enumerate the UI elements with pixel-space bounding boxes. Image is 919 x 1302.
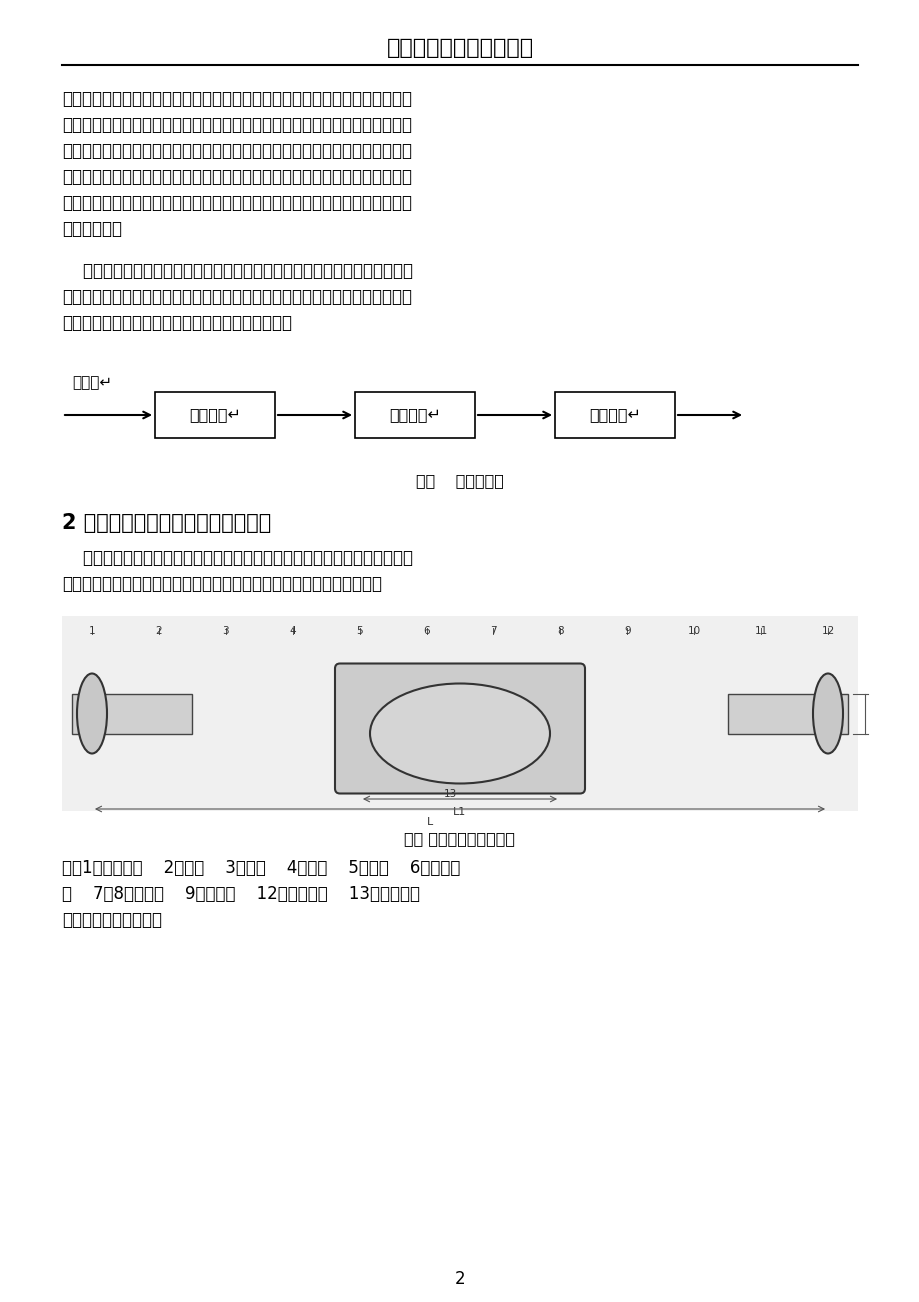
Text: 10: 10 (686, 626, 700, 635)
Text: 1: 1 (88, 626, 96, 635)
Ellipse shape (77, 673, 107, 754)
Text: 信息、获得信息的质量好坏将直接影响测量结果的正确性和准确性。如果一个测: 信息、获得信息的质量好坏将直接影响测量结果的正确性和准确性。如果一个测 (62, 142, 412, 160)
Text: 2 传统水表内部传感器设备精度解析: 2 传统水表内部传感器设备精度解析 (62, 513, 271, 533)
Text: 定的传感器获得信息，经过相关的转换和处理得到所需的结果的过程。如何获得: 定的传感器获得信息，经过相关的转换和处理得到所需的结果的过程。如何获得 (62, 116, 412, 134)
Text: 传统的水表，其主要依靠机械带动式，其基本原理如下（图二、图三）：: 传统的水表，其主要依靠机械带动式，其基本原理如下（图二、图三）： (62, 575, 381, 592)
Text: 后续转换装置再先进，处理数据的方法多么科学，都将不可能获得真正准确和高: 后续转换装置再先进，处理数据的方法多么科学，都将不可能获得真正准确和高 (62, 194, 412, 212)
Ellipse shape (369, 684, 550, 784)
Text: 13: 13 (443, 789, 456, 799)
Text: 图二 传统水表结构示意图: 图二 传统水表结构示意图 (404, 831, 515, 846)
FancyBboxPatch shape (355, 392, 474, 437)
Text: 它对于测量仪器的重要性如同心脏对我们自己的重要性。测量的过程就是通过一: 它对于测量仪器的重要性如同心脏对我们自己的重要性。测量的过程就是通过一 (62, 90, 412, 108)
Text: 由此可见传感器在设备仪器中是非常重要的一部分。: 由此可见传感器在设备仪器中是非常重要的一部分。 (62, 314, 291, 332)
Text: 2: 2 (454, 1269, 465, 1288)
FancyBboxPatch shape (154, 392, 275, 437)
Text: 精度的结果。: 精度的结果。 (62, 220, 122, 238)
Ellipse shape (812, 673, 842, 754)
Text: 敏感原件↵: 敏感原件↵ (189, 408, 241, 423)
Text: 其主要内部部件如下：: 其主要内部部件如下： (62, 911, 162, 930)
Text: L: L (426, 816, 433, 827)
Text: 续处理提供了可靠的数据信息，这样从根本上提高了整个仪器的精度及协调性，: 续处理提供了可靠的数据信息，这样从根本上提高了整个仪器的精度及协调性， (62, 288, 412, 306)
Text: 图一    传感器构成: 图一 传感器构成 (415, 473, 504, 488)
Text: 3: 3 (222, 626, 229, 635)
Text: 7: 7 (490, 626, 496, 635)
Text: 相反，传感器精度的提高为客观事物的实际反映提供了更加真实信息，为后: 相反，传感器精度的提高为客观事物的实际反映提供了更加真实信息，为后 (62, 262, 413, 280)
Text: 6: 6 (423, 626, 429, 635)
Text: 注：1、入水管道    2、阀门    3、接口    4、铅封    5、说明    6、外盖螺: 注：1、入水管道 2、阀门 3、接口 4、铅封 5、说明 6、外盖螺 (62, 859, 460, 878)
Text: 量仪器系统中，传感器部分的误差很大，那么所获得的信息就不准确，如此即使: 量仪器系统中，传感器部分的误差很大，那么所获得的信息就不准确，如此即使 (62, 168, 412, 186)
Text: 2: 2 (155, 626, 162, 635)
Text: 4: 4 (289, 626, 296, 635)
FancyBboxPatch shape (554, 392, 675, 437)
Bar (72, 694, 192, 733)
Text: 琼州学院本科生学年论文: 琼州学院本科生学年论文 (386, 38, 533, 59)
Text: 8: 8 (556, 626, 563, 635)
Text: 12: 12 (821, 626, 834, 635)
Text: 自来水是人们生活中不可缺少的东西，多年以来自来水的测量一直使用的是: 自来水是人们生活中不可缺少的东西，多年以来自来水的测量一直使用的是 (62, 549, 413, 566)
FancyBboxPatch shape (335, 664, 584, 793)
Text: L1: L1 (453, 807, 466, 816)
Bar (727, 694, 847, 733)
Text: 11: 11 (754, 626, 766, 635)
Text: 帽    7（8）、表盘    9、外盖口    12、出水管道    13、水表主体: 帽 7（8）、表盘 9、外盖口 12、出水管道 13、水表主体 (62, 885, 420, 904)
Text: 5: 5 (356, 626, 363, 635)
Text: 9: 9 (623, 626, 630, 635)
Bar (62, 616, 857, 811)
Text: 被测量↵: 被测量↵ (72, 375, 112, 391)
Text: 转换原件↵: 转换原件↵ (389, 408, 440, 423)
Text: 转换电路↵: 转换电路↵ (588, 408, 641, 423)
